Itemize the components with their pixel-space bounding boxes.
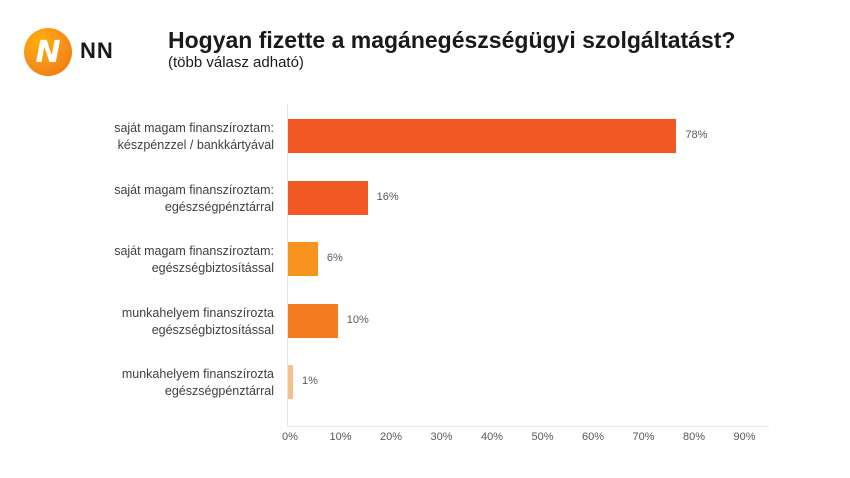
- chart-title: Hogyan fizette a magánegészségügyi szolg…: [168, 27, 736, 53]
- category-label: saját magam finanszíroztam: készpénzzel /…: [114, 121, 274, 152]
- x-tick-label: 20%: [379, 431, 403, 443]
- logo-letter: N: [35, 34, 61, 70]
- bar: [288, 180, 368, 215]
- bar: [288, 119, 677, 153]
- plot-area: [287, 104, 769, 427]
- value-label: 78%: [685, 129, 708, 141]
- bar: [288, 365, 293, 399]
- x-tick-label: 40%: [480, 431, 504, 443]
- category-label: munkahelyem finanszírozta egészségbiztosí…: [121, 305, 274, 337]
- nn-logo-icon: N: [24, 28, 72, 76]
- category-label: saját magam finanszíroztam: egészségpénzt…: [114, 182, 274, 214]
- bar: [288, 303, 338, 338]
- chart-subtitle: (több válasz adható): [168, 54, 304, 71]
- value-label: 6%: [326, 252, 343, 264]
- value-label: 10%: [346, 313, 369, 326]
- bar: [288, 242, 318, 276]
- x-tick-label: 80%: [682, 431, 706, 443]
- value-label: 1%: [301, 375, 318, 387]
- category-label: saját magam finanszíroztam: egészségbizto…: [114, 244, 274, 275]
- value-label: 16%: [376, 190, 399, 203]
- x-tick-label: 50%: [531, 431, 554, 443]
- x-tick-label: 30%: [430, 431, 453, 443]
- x-tick-label: 70%: [632, 431, 655, 443]
- category-label: munkahelyem finanszírozta egészségpénztár…: [121, 367, 274, 398]
- x-tick-label: 0%: [282, 431, 298, 443]
- brand-name: NN: [80, 38, 114, 63]
- x-tick-label: 60%: [581, 431, 605, 443]
- x-tick-label: 10%: [329, 431, 352, 443]
- x-tick-label: 90%: [733, 431, 756, 443]
